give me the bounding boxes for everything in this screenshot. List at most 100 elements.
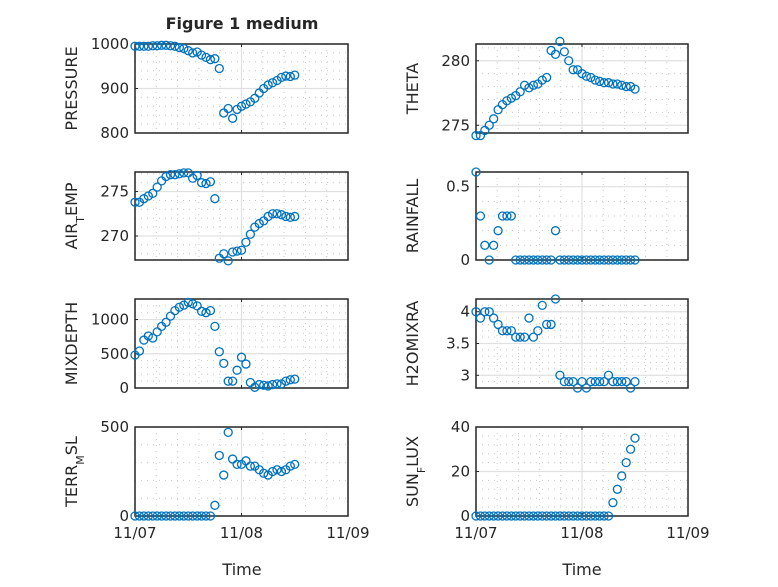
data-point (537, 511, 547, 521)
data-point (205, 54, 216, 65)
data-point (267, 466, 278, 477)
data-point (196, 50, 207, 60)
data-point (489, 511, 499, 521)
y-axis-label: SUNFLUX (403, 436, 428, 507)
data-point (581, 511, 592, 521)
data-point (603, 78, 614, 88)
data-point (272, 209, 282, 219)
data-point (219, 470, 229, 480)
data-point (267, 209, 278, 219)
data-point (143, 511, 153, 521)
data-point (489, 240, 499, 250)
data-point (612, 255, 622, 265)
data-point (617, 376, 627, 387)
data-point (201, 511, 211, 521)
data-point (617, 471, 627, 481)
data-point (621, 376, 631, 387)
data-point (210, 500, 220, 510)
data-point (559, 255, 569, 265)
data-point (236, 101, 247, 111)
data-point (152, 182, 162, 192)
data-point (559, 376, 569, 387)
x-tick-label: 11/09 (326, 524, 369, 542)
data-point (493, 511, 503, 521)
data-point (537, 255, 547, 265)
data-point (528, 332, 539, 342)
data-point (285, 71, 295, 82)
data-point (621, 81, 631, 92)
data-point (546, 255, 556, 265)
y-tick-label: 0 (460, 507, 470, 525)
data-point (192, 301, 202, 311)
y-axis-label: PRESSURE (62, 46, 81, 130)
data-point (524, 511, 534, 521)
data-point (201, 178, 211, 189)
y-tick-label: 3.5 (446, 335, 470, 353)
data-point (480, 511, 490, 521)
data-point (590, 75, 600, 85)
y-tick-label: 0.5 (446, 178, 470, 196)
y-tick-label: 1000 (91, 311, 129, 329)
data-point (559, 511, 569, 521)
x-tick-label: 11/07 (454, 524, 497, 542)
data-point (267, 78, 278, 88)
data-point (152, 327, 162, 337)
x-tick-label: 11/07 (113, 524, 156, 542)
data-point (630, 376, 640, 387)
data-point (143, 41, 153, 51)
data-point (608, 376, 618, 387)
data-point (564, 255, 574, 265)
data-point (550, 226, 561, 236)
data-point (524, 313, 534, 323)
data-point (148, 333, 158, 343)
data-point (497, 326, 508, 336)
axes-box (475, 43, 689, 134)
data-point (586, 511, 596, 521)
data-point (148, 511, 158, 521)
data-point (196, 178, 207, 188)
data-point (232, 365, 242, 375)
data-point (241, 99, 251, 109)
data-point (139, 41, 149, 51)
data-point (484, 307, 494, 317)
data-point (630, 84, 640, 94)
data-point (480, 307, 490, 317)
data-point (263, 381, 273, 391)
data-point (599, 255, 609, 265)
data-point (484, 255, 494, 265)
data-point (497, 211, 508, 221)
data-point (148, 188, 158, 198)
data-point (577, 511, 587, 521)
data-point (511, 332, 521, 342)
data-point (134, 41, 145, 51)
data-point (281, 376, 291, 386)
x-axis-label-left: Time (221, 560, 261, 579)
data-point (475, 211, 486, 221)
x-tick-label: 11/08 (560, 524, 603, 542)
data-point (599, 511, 609, 521)
data-point (515, 255, 525, 265)
data-point (236, 245, 247, 255)
data-point (542, 255, 552, 265)
data-point (542, 511, 552, 521)
subplot-theta: 275 280 THETA (403, 36, 689, 141)
data-point (161, 171, 171, 182)
y-tick-label: 280 (441, 52, 470, 70)
data-point (156, 40, 167, 50)
data-point (263, 80, 273, 90)
y-axis-label: THETA (403, 63, 422, 115)
y-tick-label: 500 (100, 418, 129, 436)
data-point (267, 379, 278, 390)
data-point (603, 370, 614, 380)
data-point (595, 376, 605, 387)
y-tick-label: 270 (100, 227, 129, 245)
data-point (143, 331, 153, 341)
data-point (170, 511, 180, 521)
x-tick-label: 11/08 (220, 524, 263, 542)
data-point (586, 376, 596, 387)
data-point (484, 120, 494, 130)
data-point (506, 511, 516, 521)
x-tick-label: 11/09 (666, 524, 709, 542)
data-point (205, 177, 216, 187)
data-point (214, 450, 224, 461)
